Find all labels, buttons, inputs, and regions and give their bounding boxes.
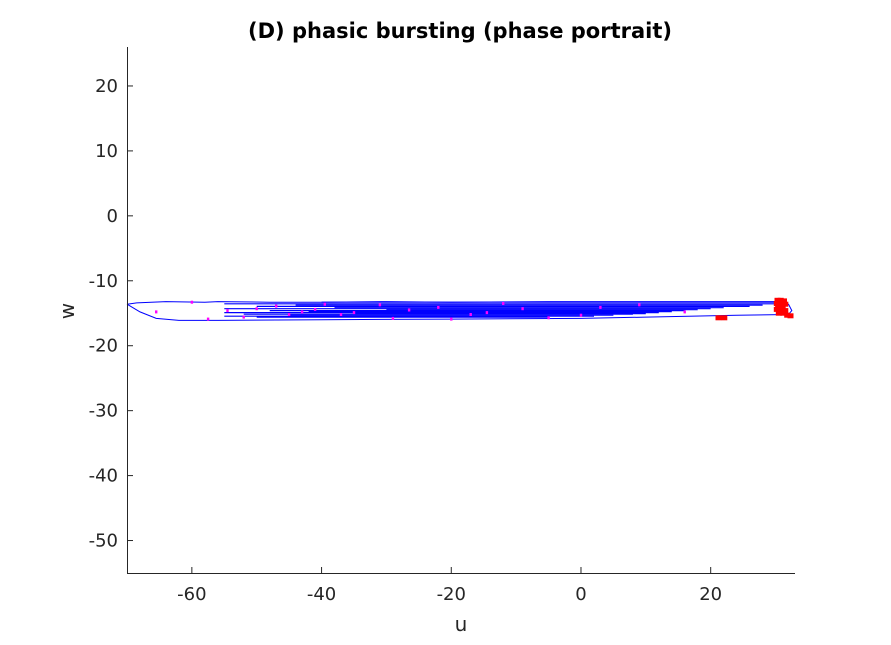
reset-point-13 xyxy=(378,303,382,307)
reset-point-11 xyxy=(339,313,343,316)
reset-point-25 xyxy=(638,303,641,307)
reset-point-24 xyxy=(599,305,602,309)
spike-marker-1 xyxy=(777,297,784,303)
spike-marker-10 xyxy=(782,308,789,314)
spike-marker-4 xyxy=(779,301,785,306)
y-tick-label: -50 xyxy=(89,531,118,552)
y-ticks: 20 10 0 -10 -20 -30 -40 -50 xyxy=(89,76,133,552)
reset-point-22 xyxy=(547,316,550,320)
plot-area xyxy=(126,297,794,321)
reset-point-1 xyxy=(190,300,194,304)
x-tick-label: 20 xyxy=(699,584,722,605)
reset-point-15 xyxy=(407,308,411,312)
spike-marker-9 xyxy=(777,307,784,313)
reset-point-19 xyxy=(485,311,489,315)
reset-point-17 xyxy=(450,317,453,321)
reset-point-7 xyxy=(287,313,291,316)
spike-marker-15 xyxy=(715,315,722,321)
spike-marker-6 xyxy=(775,304,782,310)
y-tick-label: 20 xyxy=(95,76,118,97)
y-tick-label: 10 xyxy=(95,141,118,162)
reset-point-18 xyxy=(469,313,472,316)
reset-point-14 xyxy=(391,316,395,320)
reset-point-12 xyxy=(352,311,356,315)
y-tick-label: -20 xyxy=(89,336,118,357)
reset-point-20 xyxy=(502,302,505,305)
x-axis-label: u xyxy=(455,612,468,636)
reset-point-6 xyxy=(275,304,278,308)
spike-marker-7 xyxy=(779,304,786,310)
trajectory-outline-line xyxy=(126,301,793,321)
reset-point-26 xyxy=(683,310,686,314)
reset-point-0 xyxy=(155,310,158,314)
reset-point-9 xyxy=(313,307,317,311)
reset-point-16 xyxy=(437,305,440,309)
y-tick-label: -30 xyxy=(89,401,118,422)
reset-point-2 xyxy=(206,317,210,321)
reset-point-5 xyxy=(255,307,258,311)
y-tick-label: -10 xyxy=(89,271,118,292)
x-tick-label: 0 xyxy=(575,584,586,605)
reset-point-3 xyxy=(226,309,229,313)
x-ticks: -60 -40 -20 0 20 xyxy=(177,567,722,605)
spike-marker-13 xyxy=(784,312,791,318)
spike-marker-2 xyxy=(781,298,787,304)
spike-marker-12 xyxy=(780,310,787,316)
x-tick-label: -40 xyxy=(307,584,336,605)
y-axis-label: w xyxy=(55,303,79,319)
series-layer xyxy=(126,297,794,321)
spike-marker-16 xyxy=(721,315,728,321)
axes: -60 -40 -20 0 20 20 10 0 -10 -20 -30 -40 -50 xyxy=(89,47,795,605)
spike-marker-11 xyxy=(775,310,782,316)
chart-title: (D) phasic bursting (phase portrait) xyxy=(248,19,672,43)
reset-point-8 xyxy=(300,310,304,314)
y-tick-label: 0 xyxy=(107,206,118,227)
x-tick-label: -60 xyxy=(177,584,206,605)
spike-marker-8 xyxy=(773,306,780,312)
y-tick-label: -40 xyxy=(89,466,118,487)
reset-point-23 xyxy=(579,313,583,317)
reset-point-10 xyxy=(323,302,326,306)
spike-marker-5 xyxy=(782,301,789,307)
spike-marker-14 xyxy=(787,313,794,319)
spike-marker-0 xyxy=(774,297,781,303)
reset-point-4 xyxy=(242,315,245,319)
spike-marker-3 xyxy=(773,301,780,306)
reset-point-21 xyxy=(521,307,524,311)
x-tick-label: -20 xyxy=(437,584,466,605)
